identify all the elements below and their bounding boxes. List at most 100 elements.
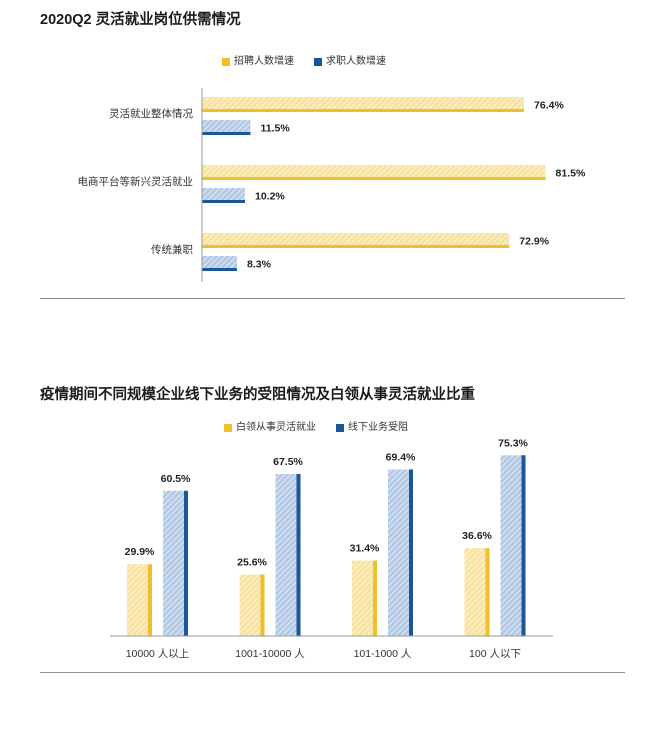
value-unit: % (145, 546, 155, 558)
value-label: 72.9% (519, 236, 549, 248)
value-label: 31.4% (350, 543, 380, 555)
value-label: 29.9% (125, 546, 155, 558)
bar-series-1-category-2 (202, 165, 546, 180)
value-number: 81.5 (556, 168, 577, 180)
bar-edge (485, 548, 490, 636)
bar-edge (202, 177, 546, 180)
value-number: 69.4 (386, 451, 407, 463)
value-number: 10.2 (255, 191, 276, 203)
bar-series-2-category-2 (275, 474, 301, 636)
value-unit: % (483, 530, 493, 542)
bar-edge (202, 109, 525, 112)
legend-swatch (222, 58, 230, 66)
bar-series-2-category-3 (202, 256, 237, 271)
horizontal-bar-plot: 灵活就业整体情况76.4%11.5%电商平台等新兴灵活就业81.5%10.2%传… (78, 88, 586, 282)
chart-title: 疫情期间不同规模企业线下业务的受阻情况及白领从事灵活就业比重 (40, 387, 475, 403)
bar-edge (184, 490, 188, 636)
value-number: 67.5 (273, 456, 294, 468)
legend-swatch (224, 424, 232, 432)
value-number: 29.9 (125, 546, 146, 558)
value-label: 11.5% (260, 123, 290, 135)
bar-edge (202, 132, 251, 135)
bar-edge (373, 560, 377, 636)
legend-swatch (336, 424, 344, 432)
value-unit: % (406, 451, 416, 463)
value-unit: % (258, 557, 268, 569)
bar-fill (202, 165, 546, 180)
bar-edge (202, 200, 245, 203)
value-number: 75.3 (498, 437, 519, 449)
value-number: 60.5 (161, 473, 182, 485)
value-label: 76.4% (534, 100, 564, 112)
bar-series-2-category-3 (388, 469, 413, 636)
bar-edge (202, 268, 237, 271)
bar-fill (464, 548, 490, 636)
value-number: 36.6 (462, 530, 483, 542)
category-label: 101-1000 人 (354, 648, 412, 660)
bar-series-1-category-1 (127, 564, 152, 636)
bar-edge (148, 564, 152, 636)
vertical-bar-plot: 29.9%60.5%10000 人以上25.6%67.5%1001-10000 … (110, 437, 553, 660)
value-number: 31.4 (350, 543, 371, 555)
value-number: 76.4 (534, 100, 555, 112)
value-label: 10.2% (255, 191, 285, 203)
bar-fill (275, 474, 301, 636)
bar-edge (296, 474, 301, 636)
value-number: 72.9 (519, 236, 540, 248)
value-label: 60.5% (161, 473, 191, 485)
bar-fill (202, 97, 525, 112)
bar-fill (239, 574, 265, 636)
bar-series-2-category-1 (202, 120, 251, 135)
value-label: 8.3% (247, 259, 272, 271)
bar-series-2-category-1 (163, 490, 188, 636)
bar-edge (521, 455, 526, 636)
bar-edge (409, 469, 413, 636)
value-label: 36.6% (462, 530, 492, 542)
bar-fill (163, 490, 188, 636)
value-unit: % (181, 473, 191, 485)
category-label: 100 人以下 (469, 648, 521, 660)
chart-title: 2020Q2 灵活就业岗位供需情况 (40, 12, 241, 28)
value-label: 25.6% (237, 557, 267, 569)
bar-fill (352, 560, 377, 636)
value-unit: % (275, 191, 285, 203)
bar-series-1-category-1 (202, 97, 525, 112)
value-number: 25.6 (237, 557, 258, 569)
value-unit: % (294, 456, 304, 468)
value-unit: % (519, 437, 529, 449)
value-label: 67.5% (273, 456, 303, 468)
value-number: 11.5 (260, 123, 280, 135)
legend-label: 招聘人数增速 (234, 56, 294, 67)
bar-edge (202, 245, 510, 248)
bar-fill (127, 564, 152, 636)
legend-label: 白领从事灵活就业 (236, 422, 316, 433)
legend-item-jobseeker-growth: 求职人数增速 (314, 56, 386, 68)
bar-series-1-category-3 (352, 560, 377, 636)
value-unit: % (370, 543, 380, 555)
category-label: 1001-10000 人 (235, 648, 305, 660)
category-label: 传统兼职 (151, 243, 193, 256)
category-label: 灵活就业整体情况 (109, 107, 193, 120)
legend-item-offline-blocked: 线下业务受阻 (336, 422, 408, 434)
value-unit: % (262, 259, 272, 271)
value-number: 8.3 (247, 259, 262, 271)
bar-series-2-category-2 (202, 188, 245, 203)
category-label: 10000 人以上 (126, 648, 190, 660)
value-unit: % (576, 168, 586, 180)
bar-fill (202, 120, 251, 135)
category-label: 电商平台等新兴灵活就业 (78, 175, 194, 188)
bar-series-2-category-4 (500, 455, 526, 636)
bar-edge (260, 574, 265, 636)
value-label: 69.4% (386, 451, 416, 463)
bar-fill (388, 469, 413, 636)
legend-label: 求职人数增速 (326, 56, 386, 67)
value-label: 75.3% (498, 437, 528, 449)
bar-fill (202, 233, 510, 248)
bar-fill (202, 256, 237, 271)
bar-series-1-category-4 (464, 548, 490, 636)
bar-fill (202, 188, 245, 203)
legend-item-white-collar-flexible: 白领从事灵活就业 (224, 422, 316, 434)
legend-item-recruitment-growth: 招聘人数增速 (222, 56, 294, 68)
divider (40, 298, 625, 299)
